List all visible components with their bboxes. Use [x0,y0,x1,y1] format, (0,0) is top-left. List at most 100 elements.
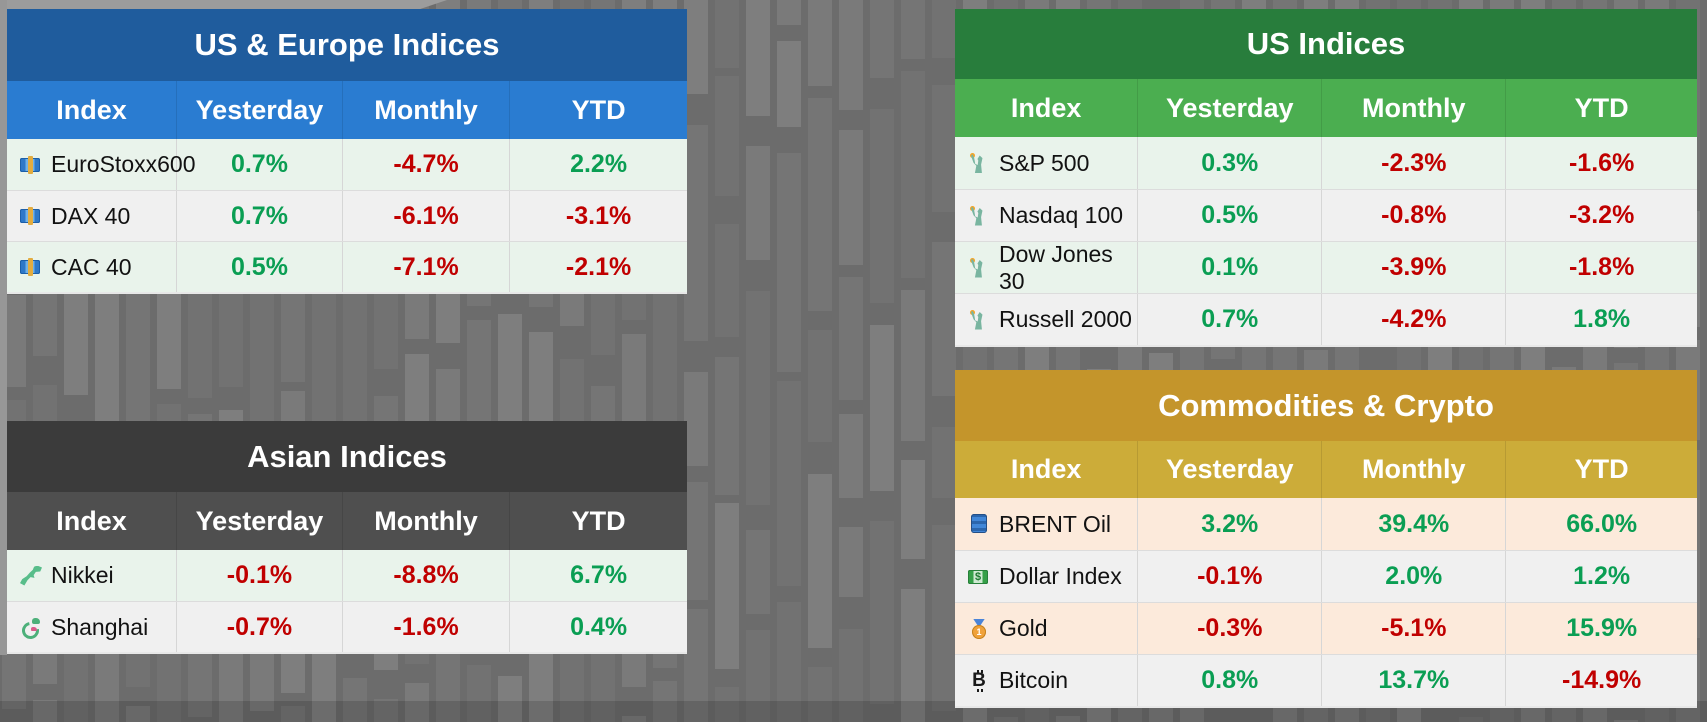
yesterday-value: 0.7% [177,139,343,190]
background-bar [870,521,894,704]
monthly-value: -2.3% [1322,137,1507,189]
index-name: CAC 40 [51,253,132,280]
index-name-cell: BRENT Oil [955,498,1139,550]
column-header-monthly: Monthly [343,81,511,139]
monthly-value: -5.1% [1322,603,1507,654]
column-header-monthly: Monthly [343,492,511,550]
index-name-cell: Dollar Index [955,551,1139,602]
background-bar [746,0,770,116]
column-header-yesterday: Yesterday [1138,79,1323,137]
table-row: Shanghai -0.7% -1.6% 0.4% [7,601,687,652]
monthly-value: -0.8% [1322,190,1507,241]
index-name: Nikkei [51,562,114,588]
table-row: Gold -0.3% -5.1% 15.9% [955,602,1697,654]
background-bar [901,290,925,441]
background-bar [281,283,305,382]
background-bar [715,0,739,68]
table-title: US Indices [955,9,1697,79]
table-row: Nasdaq 100 0.5% -0.8% -3.2% [955,189,1697,241]
ytd-value: 1.8% [1573,305,1631,333]
asian-indices-table: Asian Indices Index Yesterday Monthly YT… [7,421,687,654]
background-bar [932,427,956,498]
oil-drum-icon [968,514,990,534]
background-bar [777,602,801,722]
column-header-monthly: Monthly [1322,441,1507,498]
monthly-value: -6.1% [343,191,511,241]
background-bar [715,503,739,669]
monthly-value: -4.2% [1322,294,1507,345]
yesterday-value: 0.7% [177,191,343,241]
background-bar [684,609,708,722]
background-bar [932,525,956,711]
ytd-value: 15.9% [1566,614,1638,642]
dollar-banknote-icon [968,567,990,587]
commodities-crypto-table: Commodities & Crypto Index Yesterday Mon… [955,370,1697,708]
background-bar [901,460,925,559]
table-row: Russell 2000 0.7% -4.2% 1.8% [955,293,1697,345]
background-bar [715,357,739,495]
gold-medal-icon [968,619,990,639]
statue-of-liberty-icon [968,257,990,278]
background-bar [870,0,894,78]
background-bar [839,0,863,110]
table-header-row: Index Yesterday Monthly YTD [955,441,1697,498]
ytd-value: 66.0% [1566,509,1638,538]
background-bar [405,683,429,722]
background-bar [932,242,956,396]
background-bar [994,717,1018,722]
background-bar [498,676,522,722]
background-bar [839,130,863,265]
column-header-ytd: YTD [1574,454,1629,484]
monthly-value: -1.6% [343,602,511,652]
table-title: Asian Indices [7,421,687,492]
monthly-value: -7.1% [343,242,511,292]
column-header-ytd: YTD [571,505,626,536]
ytd-value: 2.2% [570,150,628,178]
us-europe-indices-table: US & Europe Indices Index Yesterday Mont… [7,9,687,294]
euro-banknote-icon [20,257,42,277]
background-bar [777,0,801,25]
yesterday-value: 0.1% [1138,242,1323,293]
monthly-value: 39.4% [1322,498,1507,550]
statue-of-liberty-icon [968,309,990,330]
table-title: US & Europe Indices [7,9,687,81]
table-title: Commodities & Crypto [955,370,1697,441]
background-bar [901,589,925,722]
table-header-row: Index Yesterday Monthly YTD [7,492,687,550]
index-name: Nasdaq 100 [999,202,1124,228]
column-header-index: Index [955,441,1139,498]
statue-of-liberty-icon [968,205,990,226]
background-bar [839,414,863,498]
background-bar [1614,720,1638,722]
table-header-row: Index Yesterday Monthly YTD [955,79,1697,137]
background-bar [343,678,367,722]
index-name-cell: Gold [955,603,1139,654]
background-bar [1459,717,1483,722]
index-name-cell: Shanghai [7,602,177,652]
column-header-index: Index [7,492,177,550]
background-bar [901,0,925,59]
background-bar [715,76,739,196]
background-bar [746,530,770,614]
background-bar [312,270,336,430]
index-name-cell: DAX 40 [7,191,177,241]
background-bar [808,330,832,442]
background-bar [839,629,863,722]
column-header-yesterday: Yesterday [177,81,343,139]
ytd-value: -3.1% [565,201,632,230]
table-row: CAC 40 0.5% -7.1% -2.1% [7,241,687,292]
index-name-cell: Bitcoin [955,655,1139,706]
background-bar [1056,716,1080,722]
yesterday-value: 3.2% [1138,498,1323,550]
background-bar [684,125,708,341]
ytd-value: -1.8% [1568,253,1635,281]
background-bar [715,224,739,337]
background-bar [808,667,832,722]
index-name-cell: S&P 500 [955,137,1139,189]
ytd-value: 0.4% [570,612,628,641]
index-name: S&P 500 [999,149,1090,176]
background-bar [870,109,894,303]
background-bar [808,0,832,86]
index-name-cell: Nikkei [7,550,177,601]
monthly-value: 2.0% [1322,551,1507,602]
